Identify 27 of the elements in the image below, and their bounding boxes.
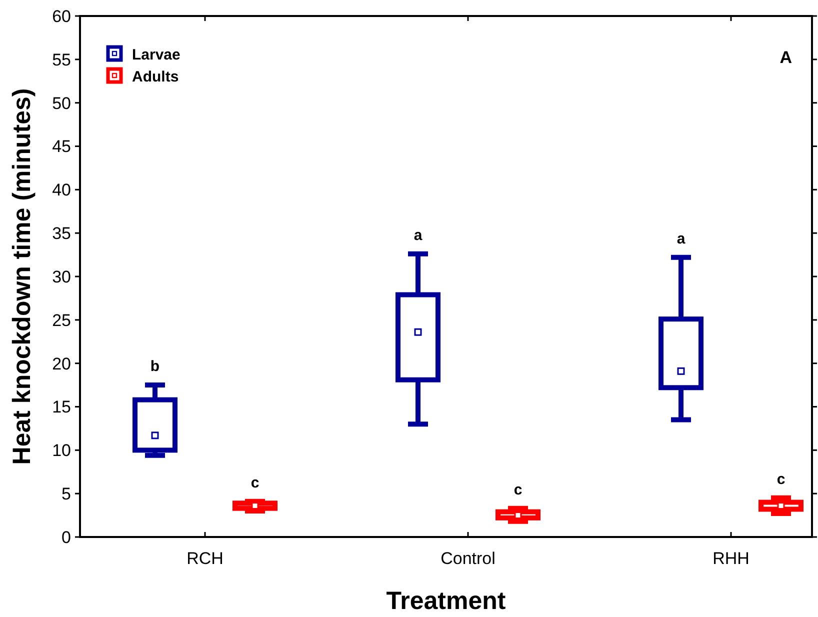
annotation: c <box>250 474 260 492</box>
y-tick-label: 35 <box>52 224 71 244</box>
annotation: b <box>150 358 160 376</box>
y-tick-label: 50 <box>52 94 71 113</box>
y-axis-title: Heat knockdown time (minutes) <box>8 88 36 465</box>
y-tick-label: 45 <box>52 137 71 156</box>
annotation: a <box>676 230 686 248</box>
annotation: c <box>514 481 522 498</box>
y-tick-label: 25 <box>52 310 71 330</box>
y-tick-label: 40 <box>52 180 71 200</box>
x-axis-title: Treatment <box>386 587 506 615</box>
y-tick-label: 10 <box>52 441 71 460</box>
y-tick-label: 0 <box>62 528 71 547</box>
x-tick-label: RCH <box>186 549 224 568</box>
x-tick-label: Control <box>440 549 496 568</box>
y-tick-label: 30 <box>52 267 71 286</box>
y-tick-label: 5 <box>62 484 71 504</box>
annotation: a <box>414 226 423 244</box>
legend-label: Larvae <box>132 46 180 64</box>
annotation: A <box>780 48 792 67</box>
y-tick-label: 60 <box>52 6 71 26</box>
y-tick-label: 55 <box>52 50 71 70</box>
annotation: c <box>776 470 786 488</box>
x-tick-label: RHH <box>712 549 750 568</box>
legend-label: Adults <box>132 68 179 86</box>
y-tick-label: 20 <box>52 354 71 374</box>
y-tick-label: 15 <box>52 398 71 417</box>
